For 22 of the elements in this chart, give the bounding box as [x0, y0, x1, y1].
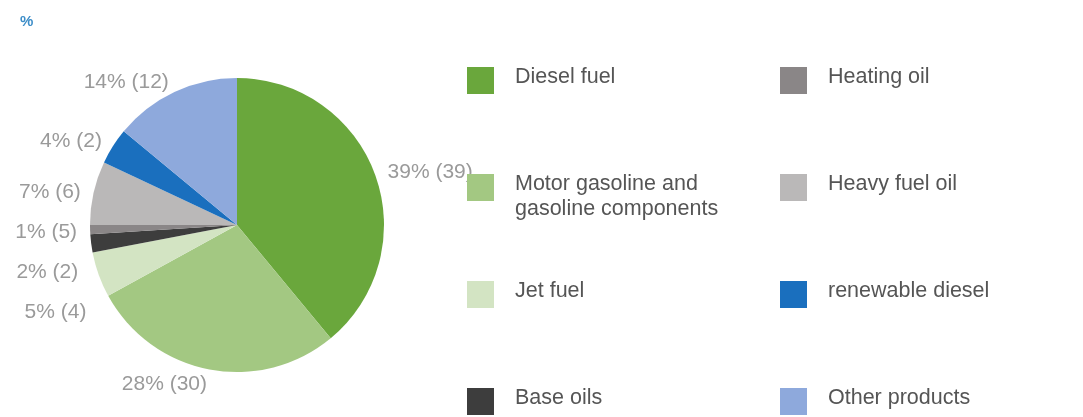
pie-slice: [90, 225, 237, 253]
legend-label: Motor gasoline and gasoline components: [515, 171, 720, 221]
pie-slice: [92, 225, 237, 296]
data-label: 2% (2): [16, 258, 79, 282]
pie-slice: [108, 225, 331, 372]
pie-slice: [237, 78, 384, 339]
legend-label: Base oils: [515, 385, 604, 410]
pie-slice: [90, 162, 237, 225]
chart-title: %: [20, 12, 34, 29]
legend-label: Heavy fuel oil: [828, 171, 959, 196]
legend-label: renewable diesel: [828, 278, 991, 303]
data-label: 14% (12): [83, 68, 169, 92]
data-label: 5% (4): [24, 298, 87, 322]
data-label: 1% (5): [15, 218, 78, 242]
legend-label: Heating oil: [828, 64, 931, 89]
data-label: 7% (6): [18, 178, 81, 202]
data-label: 4% (2): [40, 127, 102, 151]
legend-label: Jet fuel: [515, 278, 586, 303]
data-label: 28% (30): [121, 370, 208, 394]
legend-label: Diesel fuel: [515, 64, 617, 89]
pie-slice: [103, 131, 237, 225]
legend-label: Other products: [828, 385, 972, 410]
